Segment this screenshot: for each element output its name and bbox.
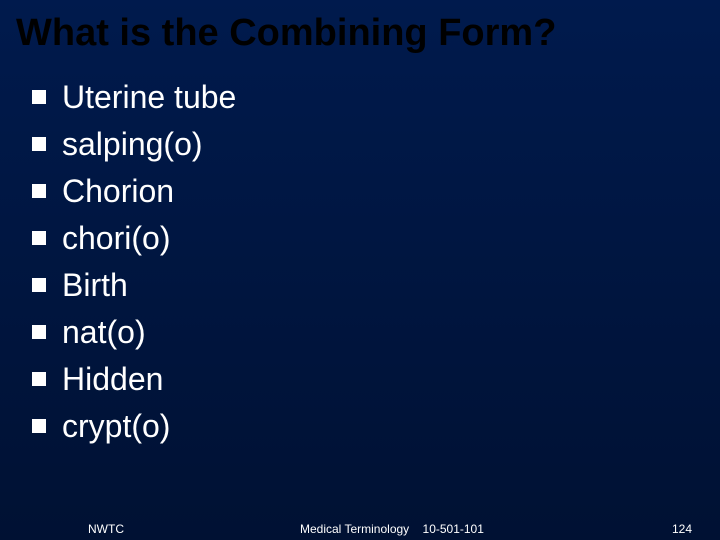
list-item: Birth	[32, 265, 720, 305]
slide-title: What is the Combining Form?	[0, 0, 720, 55]
square-bullet-icon	[32, 325, 46, 339]
list-item-text: chori(o)	[62, 218, 170, 258]
footer-page-number: 124	[672, 522, 692, 536]
square-bullet-icon	[32, 372, 46, 386]
list-item-text: salping(o)	[62, 124, 203, 164]
list-item-text: Hidden	[62, 359, 163, 399]
list-item: Hidden	[32, 359, 720, 399]
footer-course-name: Medical Terminology	[300, 522, 409, 536]
list-item-text: nat(o)	[62, 312, 146, 352]
list-item: Chorion	[32, 171, 720, 211]
square-bullet-icon	[32, 419, 46, 433]
list-item: Uterine tube	[32, 77, 720, 117]
square-bullet-icon	[32, 184, 46, 198]
square-bullet-icon	[32, 231, 46, 245]
square-bullet-icon	[32, 137, 46, 151]
list-item: salping(o)	[32, 124, 720, 164]
list-item-text: Birth	[62, 265, 128, 305]
bullet-list: Uterine tube salping(o) Chorion chori(o)…	[0, 55, 720, 446]
square-bullet-icon	[32, 90, 46, 104]
list-item: nat(o)	[32, 312, 720, 352]
list-item-text: Uterine tube	[62, 77, 236, 117]
list-item-text: Chorion	[62, 171, 174, 211]
list-item-text: crypt(o)	[62, 406, 170, 446]
square-bullet-icon	[32, 278, 46, 292]
footer-course-code: 10-501-101	[423, 522, 484, 536]
list-item: chori(o)	[32, 218, 720, 258]
list-item: crypt(o)	[32, 406, 720, 446]
footer-center-text: Medical Terminology 10-501-101	[300, 522, 484, 536]
footer-left-text: NWTC	[88, 522, 124, 536]
